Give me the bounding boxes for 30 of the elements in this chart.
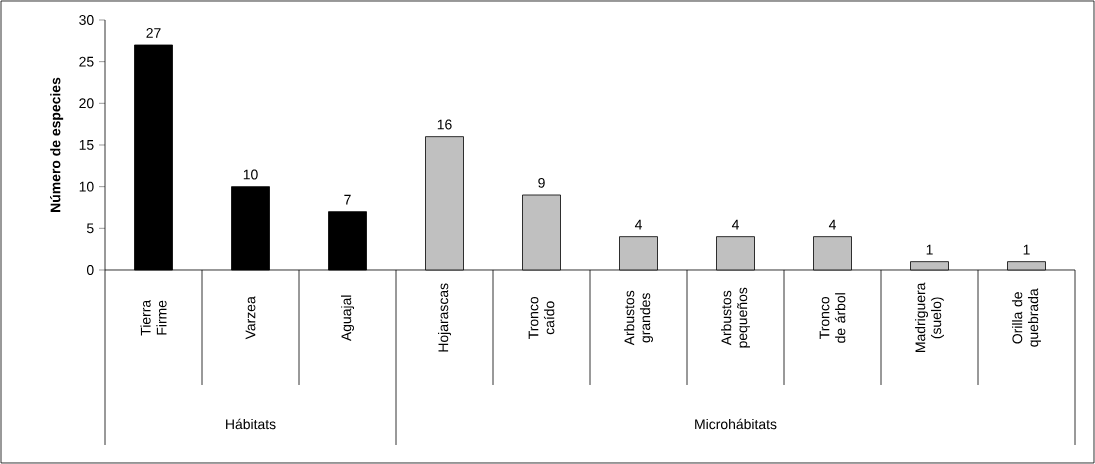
y-tick-label: 30 <box>79 15 94 25</box>
data-label: 7 <box>344 194 351 205</box>
y-tick-label: 0 <box>86 265 94 275</box>
data-label: 4 <box>731 219 739 230</box>
x-tick-label: Aguajal <box>341 295 355 342</box>
data-label: 9 <box>538 177 545 188</box>
y-tick-label: 5 <box>86 223 94 234</box>
data-label: 4 <box>634 219 642 230</box>
y-axis-title: Número de especies <box>50 77 64 212</box>
y-tick-label: 20 <box>79 98 94 109</box>
x-tick-label: Hojarascas <box>438 283 452 352</box>
data-label: 1 <box>1023 244 1030 255</box>
x-tick-label: Arbustos grandes <box>624 290 653 346</box>
data-label: 10 <box>243 169 258 180</box>
data-label: 16 <box>437 119 452 130</box>
y-tick-label: 15 <box>79 140 94 150</box>
y-tick-label: 10 <box>79 181 94 192</box>
data-label: 27 <box>146 28 161 38</box>
x-tick-label: Arbustos pequeños <box>721 287 750 348</box>
data-label: 4 <box>828 219 836 230</box>
text: Microhábitats <box>695 418 777 430</box>
x-tick-label: Tronco caído <box>528 296 555 339</box>
x-tick-label: Orilla de quebrada <box>1012 288 1041 347</box>
y-tick-label: 25 <box>79 56 94 67</box>
x-tick-label: Tierra Firme <box>140 299 167 336</box>
x-tick-label: Tronco de árbol <box>819 293 846 343</box>
data-label: 1 <box>926 244 933 255</box>
x-tick-label: Madriguera (suelo) <box>915 282 944 352</box>
x-tick-label: Varzea <box>245 296 256 340</box>
text: Hábitats <box>226 418 276 430</box>
